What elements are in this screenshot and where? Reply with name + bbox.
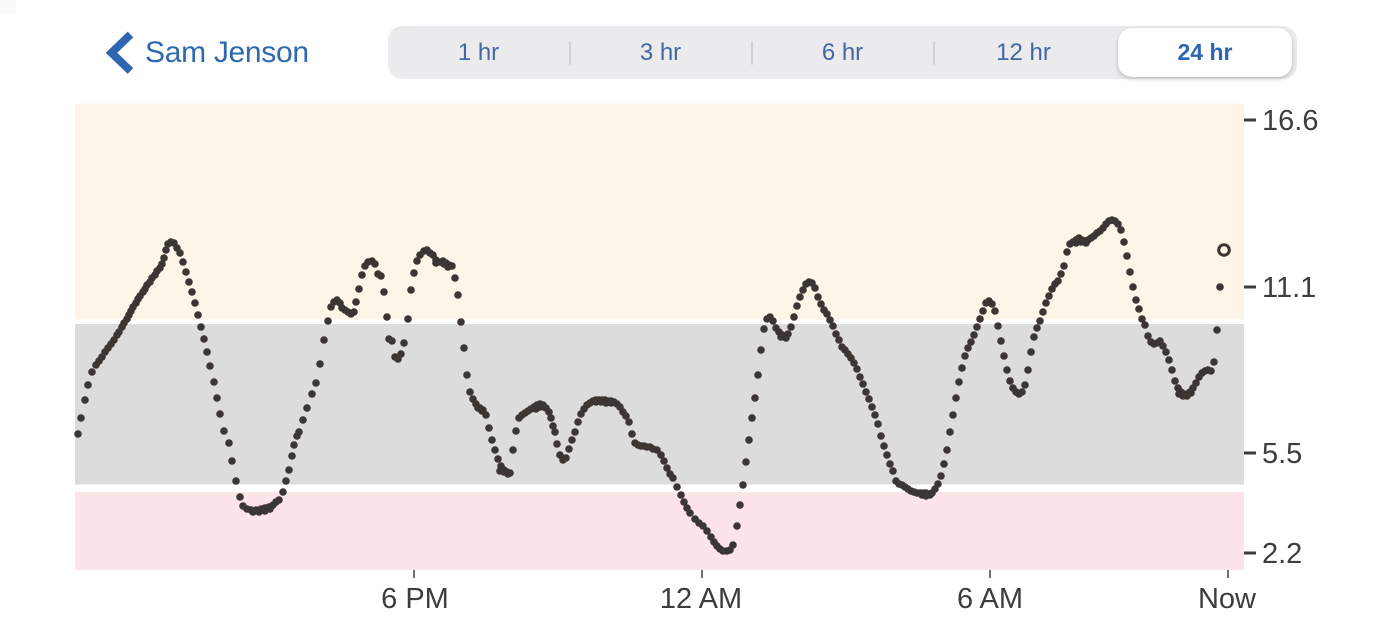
svg-text:11.1: 11.1 <box>1262 272 1316 304</box>
svg-text:5.5: 5.5 <box>1262 438 1302 470</box>
svg-text:16.6: 16.6 <box>1262 105 1318 137</box>
svg-text:Now: Now <box>1198 583 1257 615</box>
svg-text:6 AM: 6 AM <box>957 583 1023 615</box>
svg-text:12 AM: 12 AM <box>660 583 742 615</box>
svg-text:6 PM: 6 PM <box>381 583 449 615</box>
svg-text:2.2: 2.2 <box>1262 538 1302 570</box>
